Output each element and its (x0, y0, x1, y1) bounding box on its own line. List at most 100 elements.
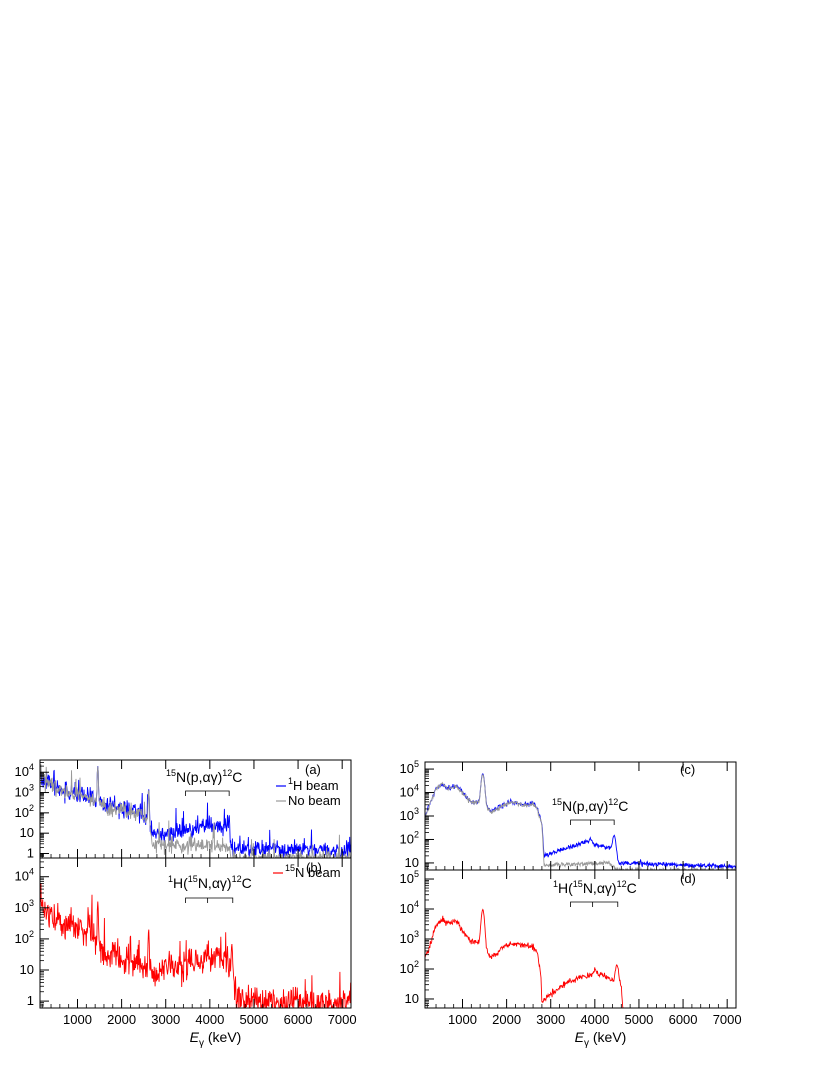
x-axis-label-sub: γ (199, 1038, 204, 1049)
y-tick-exp: 2 (414, 829, 419, 839)
reaction-text: C (232, 769, 242, 785)
x-tick-label: 4000 (195, 1012, 224, 1027)
y-tick-exp: 3 (29, 783, 34, 793)
reaction-greek: αγ (588, 798, 603, 814)
reaction-sup: 12 (608, 797, 618, 807)
y-tick-exp: 2 (29, 929, 34, 939)
y-tick-base: 10 (405, 855, 419, 870)
reaction-text: ) (612, 880, 617, 896)
x-axis-label-unit: (keV) (589, 1029, 626, 1045)
legend-text: H beam (293, 778, 339, 793)
reaction-text: C (242, 875, 252, 891)
x-axis-label-var: E (190, 1029, 200, 1045)
reaction-text: C (618, 798, 628, 814)
y-tick-label: 1 (27, 845, 34, 860)
series-line-15n-beam (40, 882, 351, 1008)
plot-frame (424, 869, 737, 1009)
reaction-greek: αγ (202, 769, 217, 785)
reaction-text: N, (198, 875, 212, 891)
legend-label: 15N beam (285, 863, 341, 880)
x-tick-label: 5000 (239, 1012, 268, 1027)
y-tick-label: 102 (15, 929, 34, 946)
y-tick-base: 10 (400, 961, 414, 976)
y-tick-base: 10 (15, 900, 29, 915)
y-tick-base: 10 (20, 825, 34, 840)
y-tick-label: 102 (400, 959, 419, 976)
x-tick-label: 2000 (492, 1012, 521, 1027)
reaction-sup: 15 (573, 879, 583, 889)
reaction-text: ) (604, 798, 609, 814)
y-tick-base: 10 (15, 764, 29, 779)
y-tick-label: 105 (400, 759, 419, 776)
legend-text: N beam (295, 865, 341, 880)
y-tick-exp: 3 (414, 929, 419, 939)
y-tick-exp: 4 (29, 762, 34, 772)
y-tick-exp: 4 (414, 899, 419, 909)
x-tick-label: 3000 (536, 1012, 565, 1027)
legend-sup: 1 (288, 776, 293, 786)
y-tick-base: 10 (400, 901, 414, 916)
y-tick-label: 103 (15, 783, 34, 800)
legend-sup: 15 (285, 863, 295, 873)
panel-label: (d) (680, 871, 696, 886)
reaction-label: 1H(15N,αγ)12C (168, 874, 252, 891)
y-tick-base: 10 (15, 805, 29, 820)
y-tick-base: 10 (15, 931, 29, 946)
reaction-text: H( (173, 875, 188, 891)
x-axis-label-unit: (keV) (204, 1029, 241, 1045)
reaction-sup: 12 (232, 874, 242, 884)
reaction-sup: 12 (617, 879, 627, 889)
panel-label: (b) (306, 860, 322, 875)
plot-frame (424, 761, 737, 871)
y-tick-exp: 3 (29, 898, 34, 908)
y-tick-label: 104 (400, 899, 419, 916)
reaction-sup: 15 (166, 768, 176, 778)
reaction-text: N(p, (176, 769, 202, 785)
reaction-sup: 15 (188, 874, 198, 884)
reaction-text: N, (583, 880, 597, 896)
reaction-text: ) (218, 769, 223, 785)
y-tick-exp: 3 (414, 806, 419, 816)
y-tick-label: 105 (400, 869, 419, 886)
x-tick-label: 6000 (669, 1012, 698, 1027)
y-tick-label: 10 (405, 855, 419, 870)
y-tick-label: 1 (27, 993, 34, 1008)
series-line-1h-beam (425, 773, 736, 870)
reaction-label: 15N(p,αγ)12C (166, 768, 242, 785)
panel-label: (c) (680, 762, 695, 777)
reaction-text: N(p, (562, 798, 588, 814)
y-tick-label: 103 (15, 898, 34, 915)
y-tick-base: 10 (15, 785, 29, 800)
y-tick-base: 10 (400, 931, 414, 946)
x-tick-label: 5000 (624, 1012, 653, 1027)
reaction-label: 15N(p,αγ)12C (552, 797, 628, 814)
y-tick-label: 10 (20, 825, 34, 840)
y-tick-base: 10 (20, 962, 34, 977)
y-tick-label: 104 (400, 783, 419, 800)
x-axis-label-sub: γ (584, 1038, 589, 1049)
reaction-sup: 1 (553, 879, 558, 889)
y-tick-label: 10 (20, 962, 34, 977)
reaction-bracket (570, 901, 619, 907)
reaction-greek: αγ (212, 875, 227, 891)
y-tick-base: 10 (400, 761, 414, 776)
x-tick-label: 6000 (284, 1012, 313, 1027)
y-tick-label: 103 (400, 929, 419, 946)
reaction-text: C (627, 880, 637, 896)
panel-b: 1000 2000 3000 4000 5000 6000 7000110102103104… (15, 857, 357, 1049)
legend-label: 1H beam (288, 776, 339, 793)
y-tick-exp: 4 (414, 783, 419, 793)
y-tick-label: 103 (400, 806, 419, 823)
y-tick-base: 10 (400, 808, 414, 823)
reaction-sup: 15 (552, 797, 562, 807)
reaction-text: ) (227, 875, 232, 891)
y-tick-base: 1 (27, 845, 34, 860)
series-line-no-beam (425, 773, 736, 870)
x-tick-label: 1000 (63, 1012, 92, 1027)
y-tick-label: 10 (405, 991, 419, 1006)
reaction-greek: αγ (597, 880, 612, 896)
y-tick-label: 102 (15, 803, 34, 820)
x-axis-label-var: E (575, 1029, 585, 1045)
